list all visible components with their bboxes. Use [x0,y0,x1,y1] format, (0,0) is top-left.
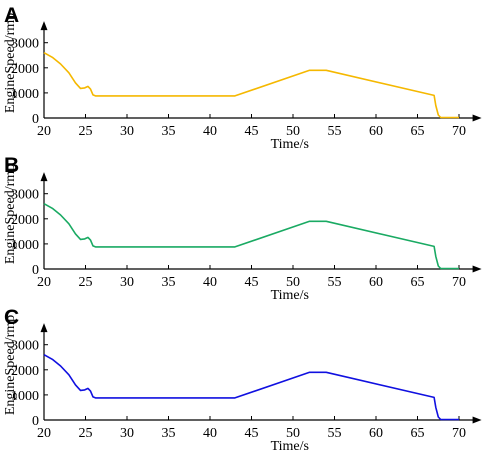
y-tick-label: 0 [32,414,39,429]
x-tick-label: 45 [245,124,259,139]
y-tick-label: 1000 [11,389,39,404]
y-axis-arrow [40,323,48,333]
panel-letter: A [4,4,19,27]
x-tick-label: 70 [452,426,466,441]
panels: A20 25 30 35 40 45 50 55 60 65 700100020003000Time… [3,4,482,454]
x-tick-label: 60 [369,124,383,139]
x-tick-label: 25 [79,426,93,441]
x-tick-label: 35 [162,426,176,441]
chart-panel-c: C 20 25 30 35 40 45 50 55 60 65 70 0 1000 2000 3000 Time… [3,306,482,454]
x-tick-label: 65 [411,275,425,290]
x-axis-title: Time/s [271,288,309,303]
x-tick-label: 40 [203,124,217,139]
y-tick-label: 2000 [11,62,39,77]
y-axis-title: EngineSpeed/rmp [3,13,18,113]
x-tick-label: 30 [120,275,134,290]
x-axis-title: Time/s [271,137,309,152]
x-axis-arrow [472,416,482,424]
x-tick-label: 65 [411,426,425,441]
y-tick-label: 3000 [11,37,39,52]
x-tick-label: 35 [162,124,176,139]
y-tick-label: 1000 [11,238,39,253]
y-axis-arrow [40,21,48,31]
x-tick-label: 45 [245,275,259,290]
x-tick-label: 30 [120,426,134,441]
x-tick-label: 25 [79,124,93,139]
x-tick-label: 25 [79,275,93,290]
y-axis-title: EngineSpeed/rmp [3,315,18,415]
x-tick-label: 65 [411,124,425,139]
x-tick-label: 60 [369,275,383,290]
x-axis-title: Time/s [271,439,309,454]
x-tick-label: 50 [286,275,300,290]
x-axis-arrow [472,114,482,122]
x-tick-label: 20 [37,275,51,290]
x-tick-label: 55 [328,426,342,441]
x-tick-label: 50 [286,426,300,441]
x-tick-label: 60 [369,426,383,441]
x-tick-label: 55 [328,124,342,139]
y-tick-label: 3000 [11,188,39,203]
panel-letter: C [4,306,19,329]
x-tick-label: 20 [37,124,51,139]
x-axis-arrow [472,265,482,273]
x-tick-label: 70 [452,124,466,139]
x-tick-label: 50 [286,124,300,139]
x-tick-label: 55 [328,275,342,290]
y-tick-label: 3000 [11,339,39,354]
x-tick-label: 40 [203,426,217,441]
chart-panel-a: A 20 25 30 35 40 45 50 55 60 65 70 0 1000 2000 3000 Time… [3,4,482,152]
y-tick-label: 1000 [11,87,39,102]
x-tick-label: 40 [203,275,217,290]
x-tick-label: 35 [162,275,176,290]
y-axis-arrow [40,172,48,182]
series-line-0 [43,203,459,270]
chart-panel-b: B 20 25 30 35 40 45 50 55 60 65 70 0 1000 2000 3000 Time… [3,154,482,303]
y-tick-label: 2000 [11,213,39,228]
x-tick-label: 20 [37,426,51,441]
series-line-0 [43,52,459,119]
x-tick-label: 45 [245,426,259,441]
panel-letter: B [4,154,19,177]
y-axis-title: EngineSpeed/rmp [3,164,18,264]
y-tick-label: 0 [32,263,39,278]
x-tick-label: 30 [120,124,134,139]
series-line-0 [43,354,459,421]
y-tick-label: 0 [32,112,39,127]
x-tick-label: 70 [452,275,466,290]
y-tick-label: 2000 [11,364,39,379]
